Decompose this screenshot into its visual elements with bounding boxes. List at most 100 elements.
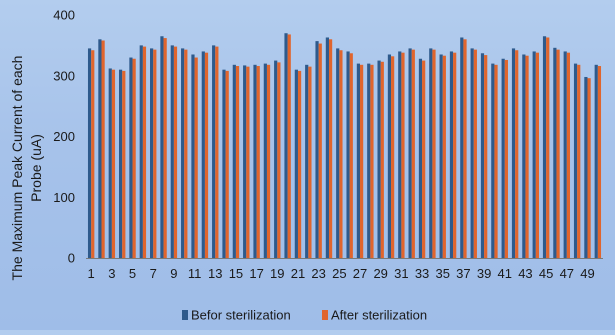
- bar-after-34: [432, 49, 436, 258]
- bar-before-43: [522, 54, 526, 258]
- y-axis: 0 100 200 300 400: [53, 8, 75, 266]
- bar-after-9: [173, 46, 178, 259]
- bar-before-10: [181, 48, 185, 258]
- bar-before-31: [398, 51, 402, 259]
- bar-before-18: [263, 63, 267, 258]
- bar-before-26: [346, 51, 350, 259]
- bar-before-40: [491, 63, 495, 258]
- bar-before-21: [294, 69, 298, 258]
- bar-after-28: [370, 64, 374, 258]
- bar-after-36: [453, 52, 457, 258]
- bar-before-36: [449, 51, 454, 259]
- bar-before-46: [553, 47, 557, 259]
- bar-after-42: [515, 50, 519, 258]
- bar-after-23: [318, 43, 322, 258]
- bar-before-24: [325, 37, 329, 259]
- bar-before-19: [274, 60, 278, 259]
- bar-before-6: [139, 45, 143, 259]
- bar-after-1: [91, 50, 95, 258]
- bar-before-49: [584, 76, 588, 258]
- y-tick-label: 400: [53, 8, 75, 23]
- y-tick-label: 300: [53, 68, 75, 83]
- bar-before-37: [460, 37, 464, 259]
- bar-before-28: [367, 63, 371, 258]
- bar-after-30: [391, 56, 395, 259]
- y-tick-label: 0: [68, 251, 75, 266]
- bar-after-20: [287, 34, 291, 258]
- bar-after-43: [525, 55, 529, 259]
- bar-after-2: [101, 40, 105, 259]
- bar-after-12: [204, 52, 209, 258]
- x-tick-label: 33: [415, 266, 429, 281]
- x-tick-label: 21: [291, 266, 305, 281]
- bar-after-50: [597, 66, 602, 258]
- bar-before-3: [108, 68, 112, 259]
- bar-before-4: [118, 69, 123, 258]
- legend-label-after: After sterilization: [331, 308, 427, 323]
- x-tick-label: 29: [373, 266, 387, 281]
- x-tick-label: 39: [477, 266, 491, 281]
- bar-before-17: [253, 64, 257, 258]
- bar-before-32: [408, 48, 412, 258]
- x-tick-label: 35: [435, 266, 449, 281]
- bar-after-14: [225, 70, 229, 258]
- bar-before-7: [150, 48, 154, 258]
- bar-before-27: [356, 63, 361, 258]
- legend-swatch-after: [322, 310, 328, 320]
- bar-before-50: [594, 64, 598, 258]
- bar-after-17: [256, 66, 260, 258]
- bar-after-46: [556, 49, 560, 258]
- bar-before-1: [87, 48, 92, 258]
- bar-after-27: [360, 64, 364, 258]
- bar-before-9: [170, 45, 174, 259]
- y-axis-title-line-1: The Maximum Peak Current of each: [9, 56, 25, 281]
- bar-before-47: [563, 51, 567, 259]
- x-tick-label: 31: [394, 266, 408, 281]
- bar-after-39: [484, 55, 488, 259]
- bar-before-20: [284, 33, 288, 258]
- bar-before-23: [315, 41, 319, 259]
- x-tick-label: 41: [498, 266, 512, 281]
- bar-after-22: [308, 66, 312, 258]
- x-tick-label: 43: [518, 266, 532, 281]
- bar-before-22: [305, 64, 309, 258]
- bar-after-10: [184, 49, 188, 258]
- y-tick-label: 100: [53, 190, 75, 205]
- bar-after-8: [163, 38, 167, 258]
- bar-before-42: [511, 48, 516, 258]
- bar-before-13: [212, 45, 216, 259]
- bar-before-15: [232, 64, 236, 258]
- bar-before-29: [377, 60, 381, 259]
- bar-before-25: [336, 48, 340, 258]
- bar-after-38: [473, 49, 477, 258]
- bar-after-45: [546, 37, 550, 259]
- bar-before-11: [191, 54, 195, 258]
- x-tick-label: 15: [229, 266, 243, 281]
- x-tick-label: 7: [150, 266, 157, 281]
- bar-before-5: [129, 57, 133, 258]
- x-tick-label: 47: [560, 266, 574, 281]
- bar-before-2: [98, 39, 102, 258]
- bar-after-13: [215, 46, 219, 259]
- bar-after-7: [153, 49, 157, 258]
- bar-after-5: [132, 58, 136, 258]
- x-tick-label: 9: [170, 266, 177, 281]
- x-tick-label: 37: [456, 266, 470, 281]
- x-tick-label: 45: [539, 266, 553, 281]
- legend: Befor sterilization After sterilization: [182, 308, 427, 323]
- x-tick-label: 23: [311, 266, 325, 281]
- x-tick-label: 13: [208, 266, 222, 281]
- bar-before-35: [439, 54, 443, 258]
- bar-after-25: [339, 50, 343, 258]
- bar-before-45: [542, 36, 547, 259]
- bar-after-18: [266, 64, 271, 258]
- y-tick-label: 200: [53, 129, 75, 144]
- bar-after-33: [422, 60, 426, 259]
- bar-after-15: [235, 66, 240, 258]
- x-tick-label: 1: [88, 266, 95, 281]
- bar-after-48: [577, 64, 581, 258]
- bar-after-6: [142, 46, 147, 259]
- x-tick-label: 17: [249, 266, 263, 281]
- legend-label-before: Befor sterilization: [191, 308, 291, 323]
